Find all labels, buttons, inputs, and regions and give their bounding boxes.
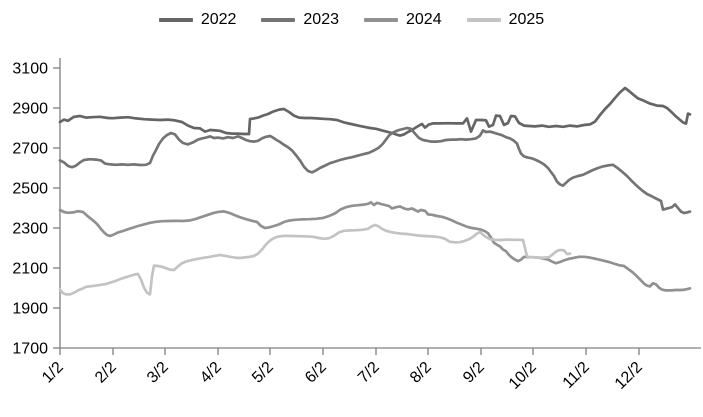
- x-tick-label: 8/2: [407, 359, 435, 387]
- x-tick-label: 12/2: [612, 359, 646, 393]
- legend-label-2022: 2022: [200, 11, 237, 28]
- y-tick-label: 2500: [12, 181, 48, 198]
- legend-item-2024: 2024: [364, 12, 442, 28]
- y-tick-label: 2700: [12, 141, 48, 158]
- x-tick-label: 3/2: [144, 359, 172, 387]
- series-line-2025: [58, 223, 572, 296]
- x-tick-label: 9/2: [460, 359, 488, 387]
- legend-label-2024: 2024: [406, 11, 442, 28]
- legend-label-2023: 2023: [303, 11, 339, 28]
- x-tick-label: 7/2: [355, 359, 383, 387]
- y-tick-label: 1900: [12, 301, 48, 318]
- x-tick-label: 10/2: [506, 359, 540, 393]
- x-tick-label: 4/2: [197, 359, 225, 387]
- y-tick-label: 2100: [12, 261, 48, 278]
- legend-item-2023: 2023: [261, 12, 339, 28]
- legend-swatch-2022: [158, 18, 193, 22]
- legend-swatch-2024: [364, 18, 398, 22]
- x-tick-label: 6/2: [302, 359, 330, 387]
- legend-item-2022: 2022: [158, 11, 237, 28]
- series-line-2023: [58, 126, 692, 215]
- x-tick-label: 2/2: [92, 359, 120, 387]
- y-tick-label: 3100: [12, 61, 48, 78]
- x-tick-label: 1/2: [39, 359, 67, 387]
- chart-legend: 2022 2023 2024 2025: [0, 12, 703, 28]
- y-tick-label: 1700: [12, 341, 48, 358]
- y-tick-label: 2300: [12, 221, 48, 238]
- legend-label-2025: 2025: [508, 11, 545, 28]
- legend-swatch-2025: [466, 18, 501, 22]
- series-line-2024: [58, 201, 692, 292]
- series-line-2022: [58, 86, 692, 137]
- legend-item-2025: 2025: [466, 11, 545, 28]
- x-tick-label: 5/2: [249, 359, 277, 387]
- x-tick-label: 11/2: [560, 359, 593, 392]
- legend-swatch-2023: [261, 18, 296, 22]
- y-tick-label: 2900: [12, 101, 48, 118]
